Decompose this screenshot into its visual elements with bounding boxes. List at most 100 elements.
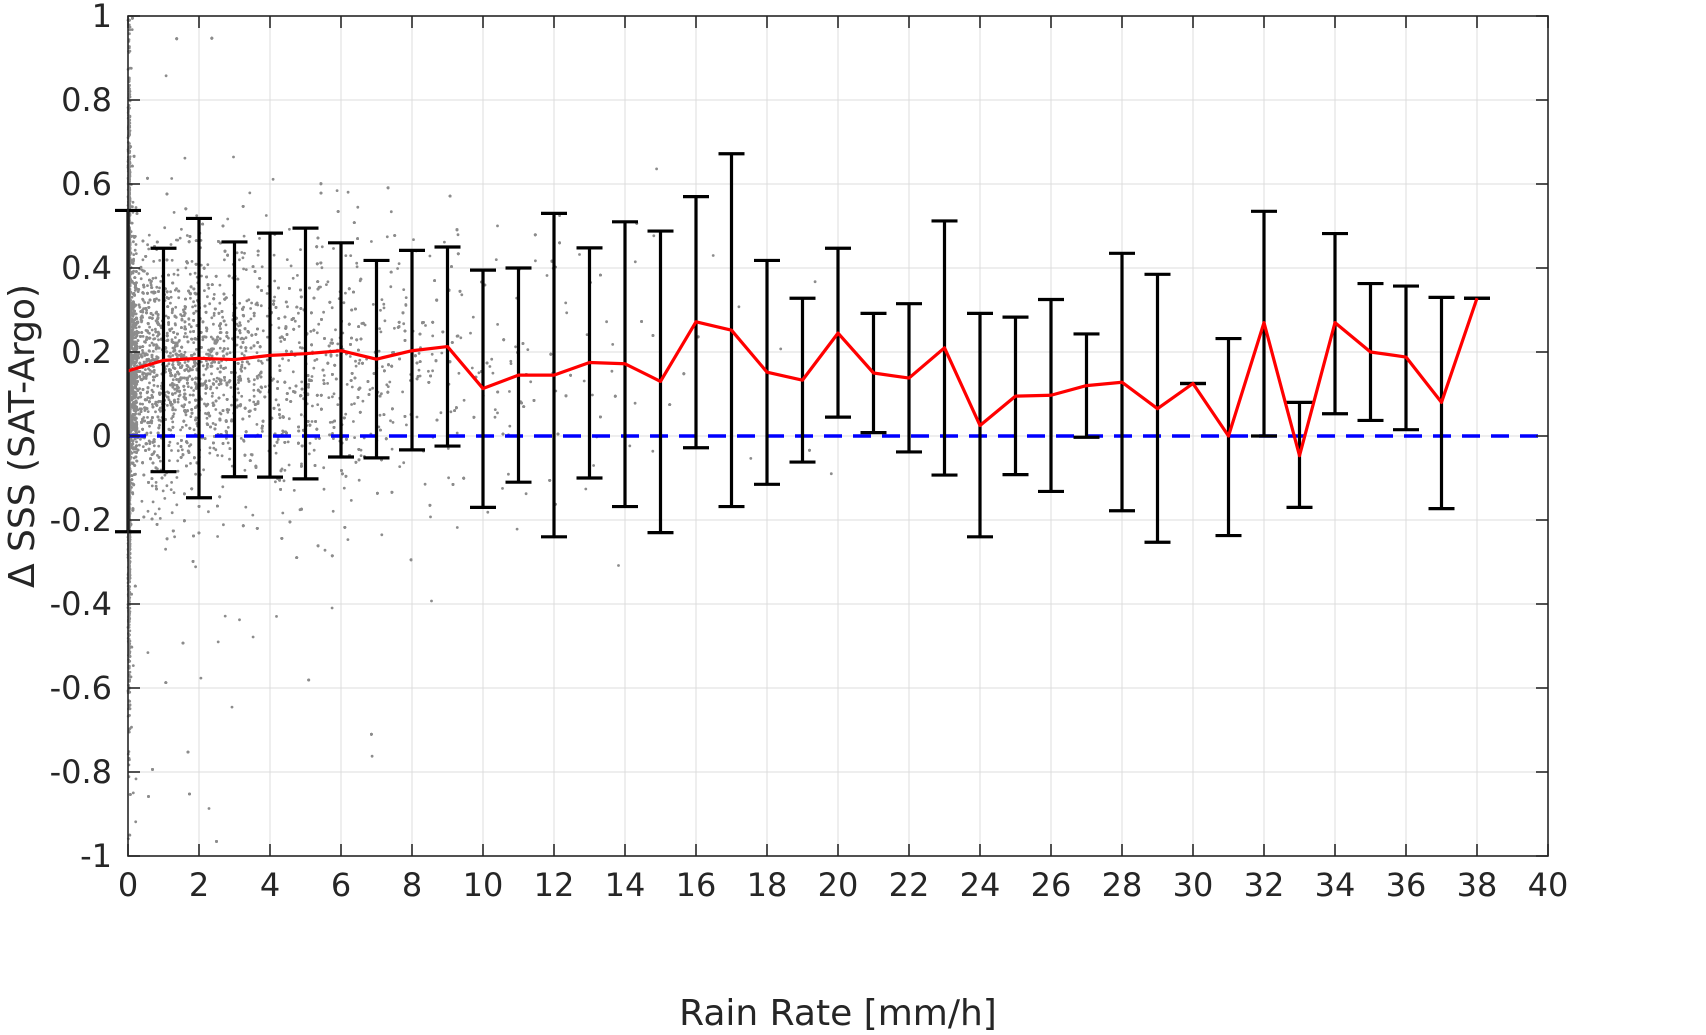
scatter-point: [147, 233, 151, 237]
scatter-point: [192, 389, 196, 392]
scatter-point: [385, 235, 389, 239]
scatter-point: [266, 335, 269, 339]
scatter-point: [192, 341, 196, 344]
scatter-point: [244, 349, 248, 353]
scatter-point: [163, 226, 167, 230]
scatter-point: [174, 336, 177, 339]
scatter-point: [189, 462, 192, 465]
scatter-point: [275, 615, 278, 618]
scatter-point: [184, 332, 187, 335]
scatter-point: [300, 462, 303, 466]
scatter-point: [371, 303, 375, 306]
scatter-point: [156, 454, 159, 457]
scatter-point: [288, 386, 292, 390]
scatter-point: [161, 489, 165, 493]
scatter-point: [327, 396, 331, 399]
scatter-point: [311, 404, 314, 408]
scatter-point: [203, 289, 206, 292]
scatter-point: [578, 253, 581, 256]
scatter-point: [131, 446, 135, 449]
scatter-point: [146, 284, 149, 287]
scatter-point: [171, 354, 175, 357]
scatter-point: [174, 305, 178, 309]
scatter-point: [223, 614, 227, 618]
scatter-point: [148, 368, 152, 372]
scatter-point: [258, 237, 261, 240]
scatter-point: [241, 360, 244, 364]
scatter-point: [167, 362, 171, 366]
scatter-point: [380, 392, 383, 396]
scatter-point: [526, 348, 530, 351]
scatter-point: [829, 472, 833, 476]
scatter-point: [208, 302, 212, 306]
scatter-point: [146, 651, 150, 654]
scatter-point: [312, 366, 316, 370]
scatter-point: [173, 387, 177, 391]
scatter-point: [272, 253, 276, 257]
scatter-point: [211, 422, 215, 425]
scatter-point: [370, 754, 374, 758]
scatter-point: [359, 448, 363, 452]
scatter-point: [377, 349, 381, 353]
scatter-point: [354, 359, 357, 363]
scatter-point: [170, 311, 174, 315]
scatter-point: [170, 373, 174, 377]
scatter-point: [356, 205, 360, 209]
scatter-point: [496, 323, 499, 326]
scatter-point: [159, 459, 162, 463]
scatter-point: [293, 319, 297, 323]
scatter-point: [158, 423, 161, 427]
scatter-point: [183, 325, 187, 329]
scatter-point: [134, 243, 138, 246]
scatter-point: [203, 402, 206, 406]
scatter-point: [534, 259, 537, 263]
scatter-point: [141, 445, 145, 448]
scatter-point: [151, 403, 154, 406]
scatter-point: [182, 405, 186, 409]
scatter-point: [226, 217, 230, 221]
scatter-point: [287, 417, 291, 421]
scatter-point: [148, 349, 151, 353]
scatter-point: [199, 263, 203, 267]
scatter-point: [496, 224, 499, 228]
scatter-point: [291, 370, 295, 374]
scatter-point: [204, 392, 208, 395]
scatter-point: [144, 368, 147, 371]
scatter-point: [345, 383, 349, 386]
scatter-point: [737, 305, 741, 309]
scatter-point: [326, 280, 330, 284]
scatter-point: [300, 380, 304, 384]
scatter-point: [236, 335, 240, 339]
scatter-point: [154, 512, 157, 516]
scatter-point: [271, 177, 275, 181]
scatter-point: [393, 326, 396, 330]
scatter-point: [222, 393, 226, 397]
scatter-point: [342, 486, 346, 490]
scatter-point: [307, 452, 311, 456]
scatter-point: [488, 365, 492, 368]
scatter-point: [229, 386, 233, 389]
scatter-point: [529, 380, 533, 384]
scatter-point: [215, 380, 218, 383]
scatter-point: [154, 410, 157, 414]
scatter-point: [371, 386, 374, 390]
scatter-point: [172, 491, 176, 494]
scatter-point: [218, 301, 222, 305]
scatter-point: [188, 444, 191, 448]
scatter-point: [189, 296, 192, 300]
scatter-point: [205, 359, 208, 363]
scatter-point: [252, 388, 256, 392]
scatter-point: [380, 298, 384, 301]
scatter-point: [334, 328, 337, 332]
scatter-point: [250, 301, 254, 305]
scatter-point: [605, 320, 608, 324]
scatter-point: [335, 354, 339, 357]
scatter-point: [493, 408, 497, 411]
scatter-point: [136, 290, 140, 293]
scatter-point: [159, 280, 163, 283]
scatter-point: [249, 317, 253, 321]
scatter-point: [209, 387, 212, 391]
scatter-point: [361, 399, 365, 403]
scatter-point: [208, 379, 211, 383]
scatter-point: [157, 338, 160, 342]
